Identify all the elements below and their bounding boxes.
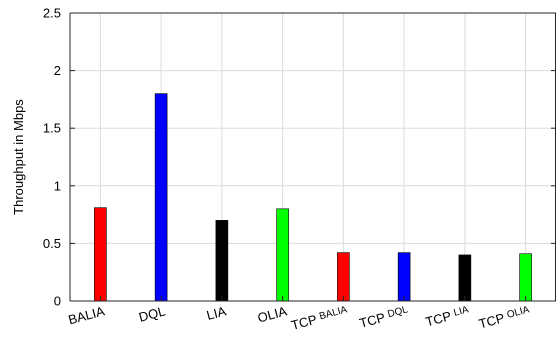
bar xyxy=(94,207,107,302)
x-tick-label-main: DQL xyxy=(137,303,167,324)
bar xyxy=(458,254,472,302)
x-tick-label-sub: BALIA xyxy=(318,304,349,322)
y-tick-label: 2 xyxy=(54,63,61,78)
x-tick-label-main: LIA xyxy=(205,303,228,323)
x-tick-label-main: TCP xyxy=(477,310,506,331)
x-tick-label: LIA xyxy=(205,303,228,323)
x-tick-label-sub: DQL xyxy=(386,304,409,320)
y-tick-label: 0.5 xyxy=(43,236,61,251)
x-tick-label-main: OLIA xyxy=(256,303,289,325)
x-tick-label-sub: LIA xyxy=(453,304,471,319)
x-tick-label: TCP LIA xyxy=(424,303,471,329)
x-tick-label: BALIA xyxy=(67,303,107,327)
x-tick-label-main: TCP xyxy=(424,308,453,329)
y-axis-label: Throughput in Mbps xyxy=(11,99,26,215)
x-tick-label-main: TCP xyxy=(289,312,318,333)
bar xyxy=(276,208,289,302)
x-tick-label: DQL xyxy=(137,303,167,324)
bar xyxy=(337,252,350,302)
plot-background xyxy=(70,13,556,301)
x-tick-label: TCP OLIA xyxy=(477,303,532,331)
y-tick-label: 0 xyxy=(54,294,61,309)
x-tick-label: TCP DQL xyxy=(358,303,411,331)
x-tick-labels: BALIA DQL LIA OLIA TCP BALIA TCP DQL TCP LIA TC… xyxy=(67,303,532,333)
y-tick-label: 1.5 xyxy=(43,121,61,136)
bar xyxy=(519,253,532,302)
bar xyxy=(397,252,411,302)
x-tick-label-sub: OLIA xyxy=(506,304,531,321)
bar xyxy=(215,220,229,302)
x-tick-label: TCP BALIA xyxy=(289,303,349,333)
x-tick-label: OLIA xyxy=(256,303,289,325)
bar xyxy=(154,93,168,302)
x-tick-label-main: TCP xyxy=(358,310,387,331)
x-tick-label-main: BALIA xyxy=(67,303,107,327)
y-tick-label: 1 xyxy=(54,178,61,193)
y-tick-label: 2.5 xyxy=(43,6,61,21)
y-tick-labels: 0 0.5 1 1.5 2 2.5 xyxy=(43,6,61,309)
